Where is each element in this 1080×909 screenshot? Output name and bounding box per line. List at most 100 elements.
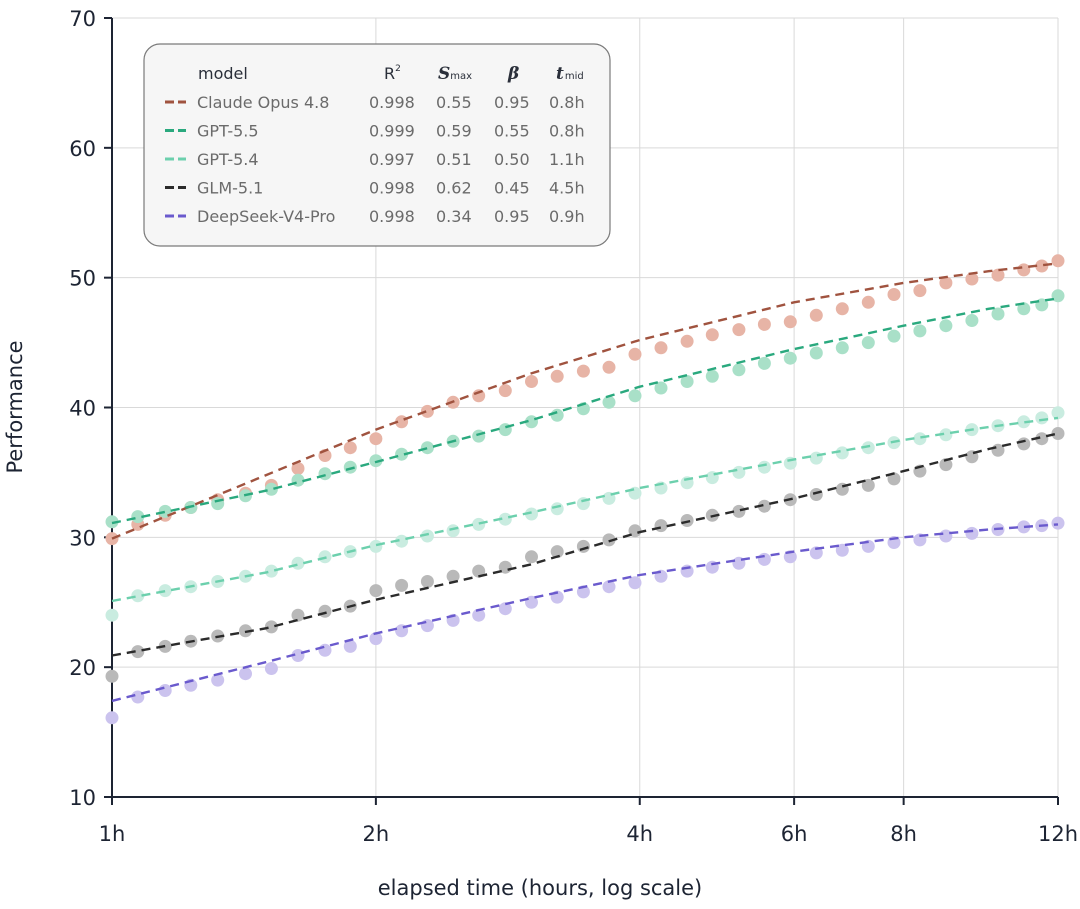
legend-beta: 0.50 [494,150,530,169]
data-point [1051,406,1065,420]
data-point [809,488,823,501]
legend-r2: 0.998 [369,179,415,198]
data-point [602,580,616,594]
data-point [939,276,953,290]
data-point [628,389,642,403]
data-point [939,458,953,472]
data-point [1051,289,1065,303]
x-tick-label: 1h [99,822,126,846]
data-point [420,619,434,633]
legend-tmid: 4.5h [549,179,585,198]
legend-box [143,43,611,247]
data-point [602,533,616,547]
legend-header-r2-main: R [384,64,395,83]
axes [111,18,1058,798]
y-tick-label: 50 [69,267,96,291]
data-point [757,499,771,513]
legend-header-tmid-sub: mid [565,71,584,82]
data-point [264,620,278,634]
fit-line [111,432,1059,657]
data-point [343,639,357,653]
y-axis-title: Performance [3,340,27,473]
legend-header-model: model [198,64,248,83]
y-tick-label: 40 [69,397,96,421]
data-point [369,584,383,598]
data-point [264,662,278,675]
legend-beta: 0.45 [494,179,530,198]
data-point [1051,254,1065,268]
data-point [913,432,927,446]
legend-beta: 0.95 [494,93,530,112]
data-point [628,576,642,590]
x-tick-label: 4h [626,822,653,846]
data-point [835,446,849,460]
data-point [498,602,512,616]
data-point [264,482,278,496]
y-tick-label: 20 [69,656,96,680]
data-point [446,524,460,538]
data-point [131,589,145,603]
legend-header-smax: Smax [438,64,472,84]
data-point [680,514,694,527]
data-point [1035,432,1049,446]
legend-model: Claude Opus 4.8 [197,93,329,112]
data-point [318,467,332,481]
data-point [835,341,849,355]
data-point [105,711,119,725]
data-point [913,284,927,298]
data-point [654,381,668,395]
legend-smax: 0.51 [436,150,472,169]
data-point [835,302,849,316]
data-point [291,556,305,570]
data-point [472,608,486,622]
data-point [158,684,172,697]
data-point [550,369,564,383]
data-point [105,515,119,529]
data-point [1017,415,1031,429]
data-point [628,347,642,361]
data-point [809,308,823,322]
data-point [1017,302,1031,316]
data-point [680,564,694,578]
data-point [343,460,357,474]
data-point [939,319,953,333]
data-point [991,307,1005,321]
data-point [318,643,332,657]
data-point [420,575,434,588]
data-point [472,517,486,531]
data-point [158,584,172,598]
fit-lines [111,262,1059,703]
data-point [291,462,305,475]
data-point [211,673,225,687]
data-point [861,295,875,309]
data-point [654,519,668,533]
data-point [705,369,719,383]
data-point [861,441,875,455]
data-point [732,363,746,377]
data-point [939,428,953,442]
data-point [757,460,771,474]
data-point [525,375,538,388]
legend-tmid: 0.9h [549,207,585,226]
legend-header-tmid: tmid [556,64,584,84]
data-point [264,564,278,578]
data-point [318,604,332,618]
data-point [369,539,383,553]
data-point [343,441,357,455]
data-point [420,529,434,543]
data-point [395,447,409,461]
data-point [239,667,252,681]
data-point [965,272,979,286]
legend-tmid: 1.1h [549,150,585,169]
data-point [1017,263,1031,277]
legend-smax: 0.62 [436,179,472,198]
legend-header-smax-sub: max [450,71,472,82]
legend-smax: 0.59 [436,122,472,141]
data-point [369,432,383,446]
data-point [498,512,512,526]
data-point [861,336,875,350]
data-point [887,288,901,301]
x-tick-label: 8h [890,822,917,846]
data-point [887,472,901,486]
